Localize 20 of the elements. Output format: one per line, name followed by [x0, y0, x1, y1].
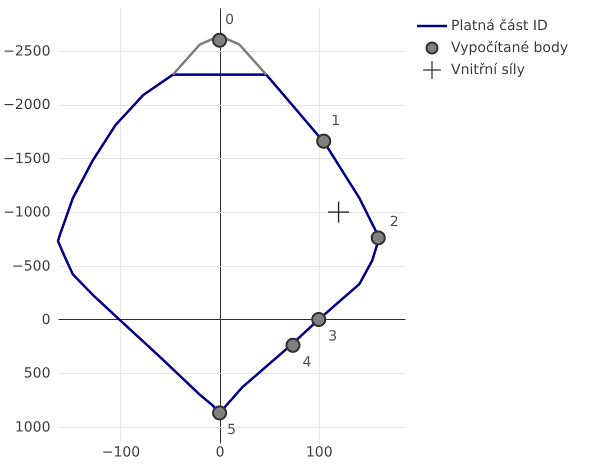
- y-tick-label: 500: [24, 366, 50, 382]
- y-tick-label: −2500: [3, 43, 50, 60]
- x-tick-label: 100: [306, 444, 333, 460]
- annotation: 3: [328, 328, 338, 344]
- x-tick-label: −100: [102, 444, 140, 460]
- x-tick-label: 0: [216, 444, 225, 460]
- annotation: 2: [390, 214, 399, 230]
- annotation: 4: [302, 354, 312, 370]
- annotation: 0: [225, 12, 234, 28]
- y-tick-label: −1000: [3, 204, 50, 221]
- y-tick-label: 1000: [14, 419, 50, 436]
- y-tick-label: −500: [12, 258, 50, 274]
- legend-label: Platná část ID: [451, 18, 548, 34]
- y-tick-label: −1500: [3, 150, 50, 167]
- y-tick-label: 0: [42, 312, 50, 328]
- legend-label: Vnitřní síly: [451, 62, 525, 78]
- legend-label: Vypočítané body: [451, 40, 568, 56]
- annotation: 5: [227, 422, 236, 438]
- annotation: 1: [331, 113, 340, 130]
- y-tick-label: −2000: [3, 97, 50, 114]
